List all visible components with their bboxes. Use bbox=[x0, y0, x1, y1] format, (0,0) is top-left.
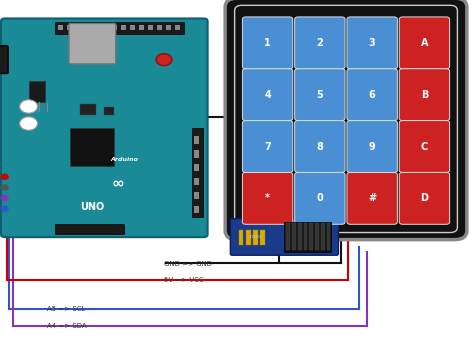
Bar bbox=[194, 192, 199, 199]
Bar bbox=[55, 224, 124, 234]
Bar bbox=[166, 25, 171, 30]
Bar bbox=[260, 230, 265, 245]
Bar bbox=[194, 136, 199, 144]
Bar bbox=[139, 25, 144, 30]
Text: A4 => SDA: A4 => SDA bbox=[47, 323, 87, 329]
Text: 5V => VCC: 5V => VCC bbox=[164, 278, 203, 283]
Bar bbox=[284, 222, 331, 252]
Bar bbox=[67, 25, 73, 30]
Text: A5 => SCL: A5 => SCL bbox=[47, 306, 86, 312]
Bar bbox=[304, 224, 307, 251]
FancyBboxPatch shape bbox=[242, 173, 293, 224]
Text: UNO: UNO bbox=[80, 202, 104, 212]
Text: 8: 8 bbox=[317, 142, 323, 152]
Text: D: D bbox=[420, 193, 428, 203]
Circle shape bbox=[20, 100, 37, 113]
Bar bbox=[76, 25, 82, 30]
FancyBboxPatch shape bbox=[242, 69, 293, 121]
Bar bbox=[192, 128, 203, 217]
FancyBboxPatch shape bbox=[399, 121, 450, 173]
Text: 4/16CH: 4/16CH bbox=[249, 235, 262, 239]
Bar bbox=[58, 25, 64, 30]
Bar bbox=[104, 106, 114, 115]
Bar bbox=[194, 178, 199, 185]
Text: 0: 0 bbox=[317, 193, 323, 203]
Bar bbox=[292, 224, 296, 251]
Text: 7: 7 bbox=[264, 142, 271, 152]
FancyBboxPatch shape bbox=[295, 121, 345, 173]
Bar bbox=[71, 128, 114, 166]
Bar bbox=[194, 150, 199, 158]
Bar bbox=[321, 224, 325, 251]
Text: ∞: ∞ bbox=[112, 176, 125, 191]
FancyBboxPatch shape bbox=[230, 219, 338, 255]
Text: B: B bbox=[421, 90, 428, 100]
FancyBboxPatch shape bbox=[295, 69, 345, 121]
Bar bbox=[55, 22, 184, 34]
Circle shape bbox=[1, 196, 8, 201]
Bar bbox=[148, 25, 153, 30]
FancyBboxPatch shape bbox=[225, 0, 467, 240]
FancyBboxPatch shape bbox=[399, 173, 450, 224]
Bar bbox=[94, 25, 100, 30]
Bar bbox=[194, 206, 199, 213]
Bar bbox=[194, 164, 199, 171]
Circle shape bbox=[20, 117, 37, 130]
Text: 1: 1 bbox=[264, 38, 271, 48]
Text: 4: 4 bbox=[264, 90, 271, 100]
Circle shape bbox=[1, 185, 8, 190]
FancyBboxPatch shape bbox=[347, 69, 397, 121]
Bar bbox=[238, 230, 243, 245]
FancyBboxPatch shape bbox=[242, 121, 293, 173]
Circle shape bbox=[1, 174, 8, 179]
Bar bbox=[286, 224, 290, 251]
Bar bbox=[112, 25, 117, 30]
Bar bbox=[81, 104, 96, 115]
Text: 2: 2 bbox=[317, 38, 323, 48]
FancyBboxPatch shape bbox=[0, 46, 8, 73]
Bar bbox=[121, 25, 126, 30]
FancyBboxPatch shape bbox=[1, 18, 208, 237]
Bar bbox=[315, 224, 319, 251]
Bar bbox=[28, 81, 45, 102]
Circle shape bbox=[1, 206, 8, 211]
Bar bbox=[157, 25, 162, 30]
FancyBboxPatch shape bbox=[399, 69, 450, 121]
Text: 3: 3 bbox=[369, 38, 375, 48]
FancyBboxPatch shape bbox=[399, 17, 450, 69]
Circle shape bbox=[156, 54, 172, 66]
Text: 9: 9 bbox=[369, 142, 375, 152]
Text: Arduino: Arduino bbox=[110, 157, 138, 162]
Text: 5: 5 bbox=[317, 90, 323, 100]
FancyBboxPatch shape bbox=[295, 173, 345, 224]
Bar bbox=[85, 25, 91, 30]
Bar bbox=[246, 230, 250, 245]
FancyBboxPatch shape bbox=[242, 17, 293, 69]
Text: 6: 6 bbox=[369, 90, 375, 100]
Bar bbox=[253, 230, 258, 245]
FancyBboxPatch shape bbox=[347, 17, 397, 69]
FancyBboxPatch shape bbox=[347, 121, 397, 173]
Bar bbox=[298, 224, 301, 251]
Text: C: C bbox=[421, 142, 428, 152]
Bar bbox=[103, 25, 108, 30]
Text: A: A bbox=[421, 38, 428, 48]
Text: *: * bbox=[265, 193, 270, 203]
Bar bbox=[130, 25, 135, 30]
Bar bbox=[175, 25, 180, 30]
FancyBboxPatch shape bbox=[295, 17, 345, 69]
Bar bbox=[327, 224, 330, 251]
FancyBboxPatch shape bbox=[347, 173, 397, 224]
Text: GND => GND: GND => GND bbox=[164, 262, 211, 267]
Bar bbox=[310, 224, 313, 251]
FancyBboxPatch shape bbox=[69, 23, 116, 64]
Text: #: # bbox=[368, 193, 376, 203]
